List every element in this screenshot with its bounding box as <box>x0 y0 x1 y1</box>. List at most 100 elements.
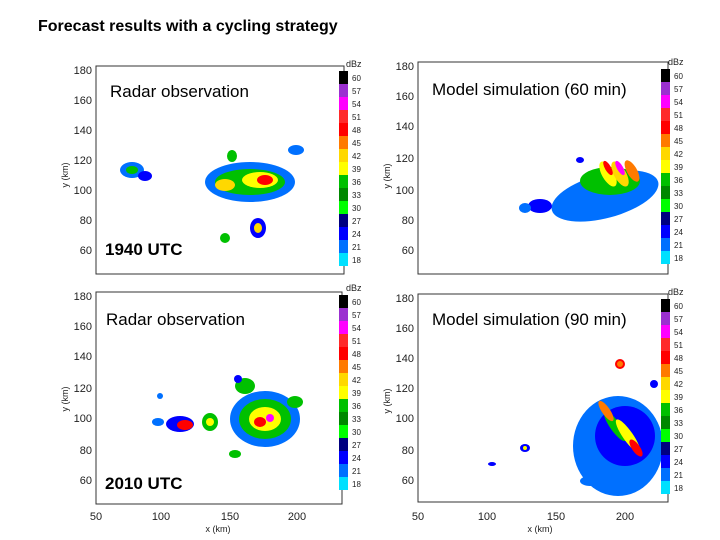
y-tick: 140 <box>396 121 414 133</box>
colorbar-level: 57 <box>352 87 361 96</box>
colorbar-swatch <box>339 334 348 347</box>
colorbar-level: 30 <box>352 428 361 437</box>
plot-model-60: 180 160 140 120 100 80 60 y (km) dBz 60 57… <box>382 57 684 275</box>
panel-model-60: 180 160 140 120 100 80 60 y (km) dBz 60 57… <box>380 56 690 280</box>
y-axis-label: y (km) <box>60 387 70 412</box>
colorbar-swatch <box>339 308 348 321</box>
y-axis-label: y (km) <box>382 389 392 414</box>
colorbar-swatch <box>339 162 348 175</box>
colorbar-swatch <box>339 175 348 188</box>
colorbar-level: 42 <box>674 150 683 159</box>
colorbar-swatch <box>339 214 348 227</box>
colorbar-level: 36 <box>352 178 361 187</box>
colorbar-swatch <box>339 227 348 240</box>
colorbar-level: 33 <box>674 419 683 428</box>
colorbar-level: 57 <box>674 315 683 324</box>
colorbar: dBz 60 57 54 51 48 45 42 39 36 33 30 27 24 21 18 <box>661 287 684 494</box>
colorbar-swatch <box>339 71 348 84</box>
plot-radar-2010: 180 160 140 120 100 80 60 y (km) 50 100 … <box>60 283 362 534</box>
colorbar-level: 33 <box>352 415 361 424</box>
colorbar-level: 57 <box>352 311 361 320</box>
time-label-2010: 2010 UTC <box>105 474 183 493</box>
colorbar-swatch <box>661 390 670 403</box>
colorbar-level: 57 <box>674 85 683 94</box>
colorbar-level: 51 <box>352 337 361 346</box>
colorbar-swatch <box>661 364 670 377</box>
colorbar-level: 39 <box>352 165 361 174</box>
colorbar-swatch <box>661 225 670 238</box>
colorbar-swatch <box>661 403 670 416</box>
colorbar-level: 45 <box>352 139 361 148</box>
colorbar-level: 39 <box>352 389 361 398</box>
colorbar-level: 21 <box>352 243 361 252</box>
y-tick: 100 <box>396 413 414 425</box>
colorbar-level: 51 <box>674 341 683 350</box>
colorbar-swatch <box>661 351 670 364</box>
y-tick: 120 <box>74 155 92 167</box>
colorbar-level: 51 <box>352 113 361 122</box>
y-tick: 160 <box>74 95 92 107</box>
colorbar-level: 27 <box>352 441 361 450</box>
panel-label-model-60: Model simulation (60 min) <box>432 80 627 99</box>
colorbar-swatch <box>661 69 670 82</box>
colorbar-level: 36 <box>674 406 683 415</box>
colorbar-swatch <box>661 251 670 264</box>
colorbar-swatch <box>661 325 670 338</box>
colorbar-level: 30 <box>674 202 683 211</box>
colorbar-swatch <box>661 377 670 390</box>
colorbar-swatch <box>339 347 348 360</box>
colorbar-level: 27 <box>352 217 361 226</box>
y-tick: 180 <box>74 291 92 303</box>
colorbar-level: 39 <box>674 163 683 172</box>
y-tick: 80 <box>402 445 414 457</box>
x-tick: 100 <box>478 511 496 523</box>
panel-label-radar-2: Radar observation <box>106 310 245 329</box>
colorbar-swatch <box>661 121 670 134</box>
colorbar-unit: dBz <box>668 287 684 297</box>
colorbar-level: 33 <box>674 189 683 198</box>
colorbar-swatch <box>339 149 348 162</box>
y-tick: 160 <box>396 323 414 335</box>
colorbar-unit: dBz <box>346 283 362 293</box>
panel-label-model-90: Model simulation (90 min) <box>432 310 627 329</box>
colorbar-swatch <box>661 481 670 494</box>
colorbar-level: 36 <box>674 176 683 185</box>
colorbar-level: 30 <box>674 432 683 441</box>
colorbar-swatch <box>339 110 348 123</box>
x-axis-label: x (km) <box>206 524 231 534</box>
model-echoes <box>519 157 659 222</box>
colorbar-swatch <box>661 186 670 199</box>
colorbar-swatch <box>661 442 670 455</box>
colorbar-level: 48 <box>352 126 361 135</box>
radar-echoes <box>152 375 303 458</box>
colorbar: dBz 60 57 54 51 48 45 42 39 36 33 30 27 24 21 18 <box>339 283 362 490</box>
x-ticks: 50 100 150 200 <box>412 511 634 523</box>
y-tick: 160 <box>396 91 414 103</box>
colorbar-swatch <box>661 147 670 160</box>
colorbar-swatch <box>661 82 670 95</box>
colorbar-level: 24 <box>352 454 361 463</box>
colorbar-swatch <box>339 136 348 149</box>
colorbar-level: 45 <box>352 363 361 372</box>
colorbar-swatch <box>339 253 348 266</box>
colorbar-level: 18 <box>352 256 361 265</box>
colorbar-level: 42 <box>352 152 361 161</box>
colorbar-swatch <box>339 386 348 399</box>
colorbar-swatch <box>339 240 348 253</box>
x-tick: 200 <box>616 511 634 523</box>
colorbar-level: 48 <box>674 124 683 133</box>
y-tick: 180 <box>396 293 414 305</box>
plot-radar-1940: 180 160 140 120 100 80 60 y (km) dBz 60 57 <box>60 59 362 275</box>
colorbar-swatch <box>339 201 348 214</box>
y-ticks: 180 160 140 120 100 80 60 <box>74 65 92 257</box>
panel-radar-1940: 180 160 140 120 100 80 60 y (km) dBz 60 57 <box>60 59 370 280</box>
colorbar-swatch <box>339 188 348 201</box>
colorbar-level: 54 <box>674 328 683 337</box>
colorbar-swatch <box>339 438 348 451</box>
colorbar-level: 21 <box>674 241 683 250</box>
colorbar-swatch <box>661 299 670 312</box>
colorbar-swatch <box>661 199 670 212</box>
y-tick: 180 <box>74 65 92 77</box>
colorbar-swatch <box>339 412 348 425</box>
model-echoes <box>488 359 663 496</box>
